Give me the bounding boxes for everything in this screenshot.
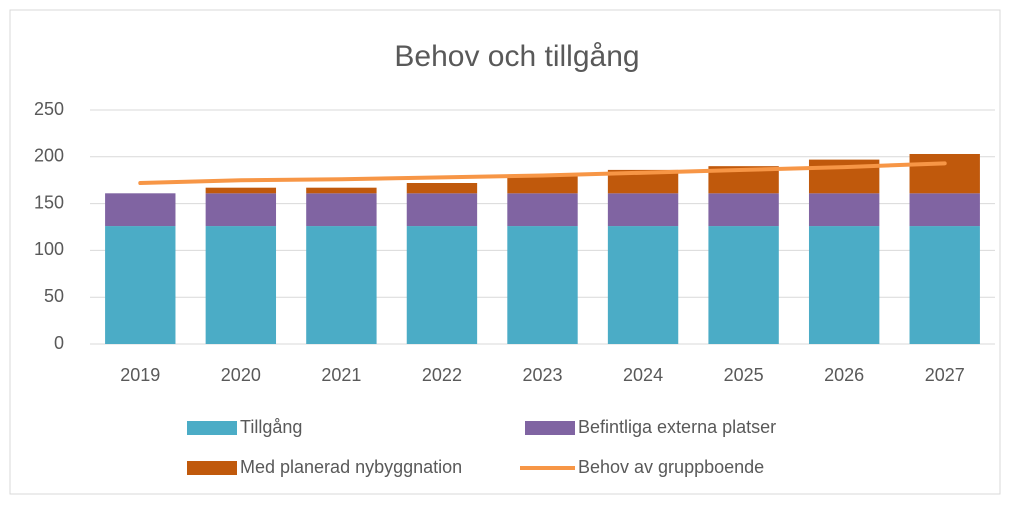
legend-label: Med planerad nybyggnation: [240, 457, 462, 477]
legend-swatch: [525, 421, 575, 435]
x-tick-label: 2024: [623, 365, 663, 385]
legend-label: Behov av gruppboende: [578, 457, 764, 477]
y-tick-label: 150: [34, 192, 64, 212]
chart-title: Behov och tillgång: [394, 40, 639, 73]
bar: [306, 226, 377, 344]
bar: [406, 183, 478, 194]
x-tick-label: 2026: [824, 365, 864, 385]
x-tick-label: 2027: [925, 365, 965, 385]
bar: [808, 193, 880, 227]
y-tick-label: 0: [54, 333, 64, 353]
legend-label: Tillgång: [240, 417, 302, 437]
bar: [205, 193, 277, 227]
y-tick-label: 200: [34, 146, 64, 166]
bar: [105, 193, 176, 227]
bar: [808, 226, 880, 344]
bar: [607, 193, 679, 227]
bar: [507, 175, 578, 194]
bar: [306, 187, 377, 194]
x-tick-label: 2019: [120, 365, 160, 385]
bar: [607, 169, 679, 194]
bar: [406, 193, 478, 227]
bar: [306, 193, 377, 227]
legend-swatch: [187, 461, 237, 475]
legend-label: Befintliga externa platser: [578, 417, 776, 437]
bar: [406, 226, 478, 344]
bar: [909, 193, 980, 227]
bar: [507, 193, 578, 227]
bar: [205, 226, 277, 344]
bar: [507, 226, 578, 344]
bar: [708, 193, 779, 227]
y-tick-label: 50: [44, 286, 64, 306]
y-tick-label: 250: [34, 99, 64, 119]
x-tick-label: 2023: [522, 365, 562, 385]
bar: [909, 153, 980, 194]
bar: [909, 226, 980, 344]
bar: [205, 187, 277, 194]
x-tick-label: 2021: [321, 365, 361, 385]
legend-swatch: [187, 421, 237, 435]
bar: [708, 226, 779, 344]
x-tick-label: 2025: [724, 365, 764, 385]
y-tick-label: 100: [34, 239, 64, 259]
bar: [607, 226, 679, 344]
bar: [105, 226, 176, 344]
x-tick-label: 2020: [221, 365, 261, 385]
x-tick-label: 2022: [422, 365, 462, 385]
line: [138, 161, 947, 186]
